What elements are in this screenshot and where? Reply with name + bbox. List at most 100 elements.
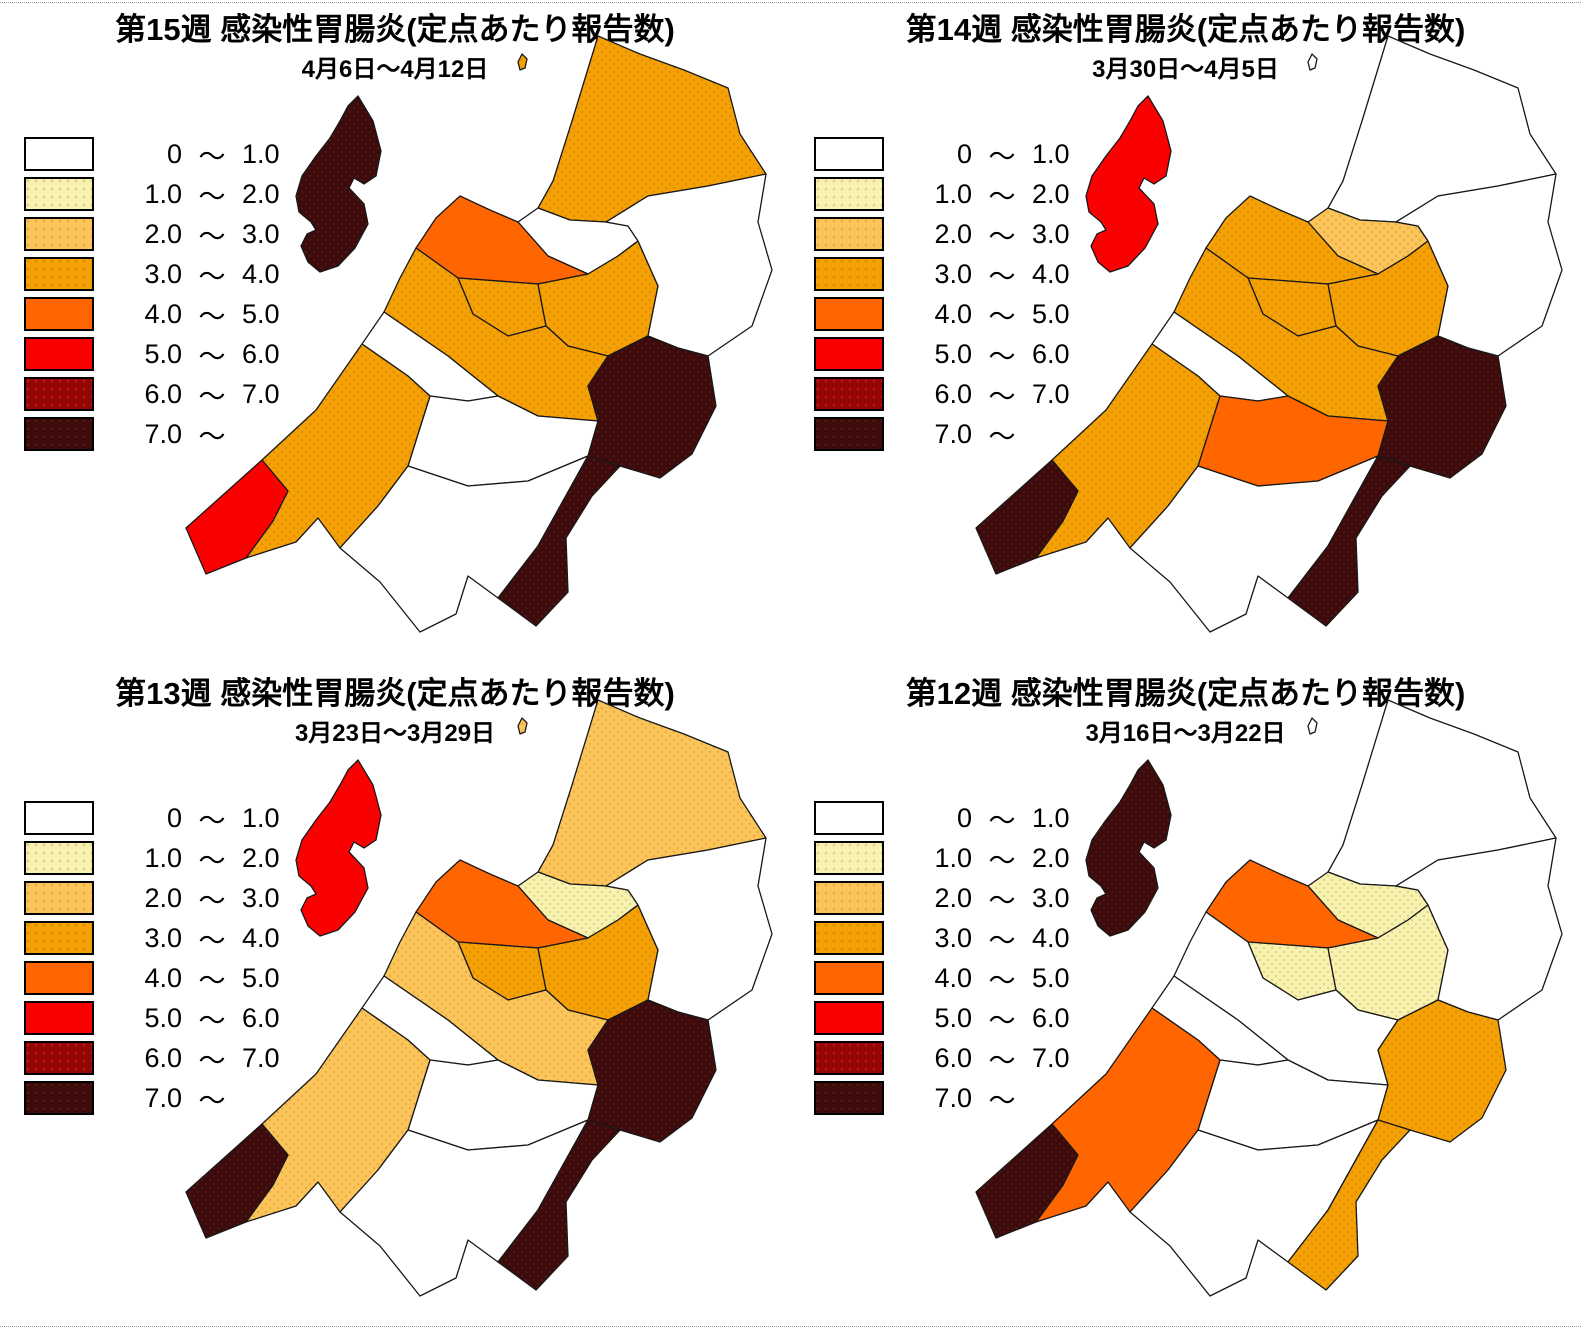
weekly-map-panel-4: 第12週 感染性胃腸炎(定点あたり報告数) 3月16日～3月22日 0 ～ 1.0 1… xyxy=(790,664,1581,1329)
legend-swatch xyxy=(24,801,94,835)
legend-row: 0 ～ 1.0 xyxy=(814,134,1112,174)
legend-tilde: ～ xyxy=(198,301,226,332)
choropleth-map xyxy=(168,26,783,641)
legend-range-min: 3.0 xyxy=(934,258,972,289)
legend-tilde: ～ xyxy=(198,141,226,172)
legend-tilde: ～ xyxy=(988,925,1016,956)
legend-tilde: ～ xyxy=(198,1045,226,1076)
legend-range-min: 5.0 xyxy=(934,1002,972,1033)
legend-row: 3.0 ～ 4.0 xyxy=(814,918,1112,958)
legend-tilde: ～ xyxy=(198,181,226,212)
legend-tilde: ～ xyxy=(988,845,1016,876)
legend-tilde: ～ xyxy=(988,301,1016,332)
region-tokamachi-south xyxy=(339,1119,589,1297)
region-sado-island xyxy=(1085,95,1172,273)
legend-swatch xyxy=(24,297,94,331)
legend-range-min: 6.0 xyxy=(144,378,182,409)
legend-row: 7.0 ～ xyxy=(814,414,1112,454)
region-minami-uonuma-tail xyxy=(497,455,621,627)
niigata-district-map xyxy=(975,35,1563,633)
legend-range-min: 4.0 xyxy=(144,298,182,329)
legend-range-min: 6.0 xyxy=(934,378,972,409)
region-minami-uonuma-tail xyxy=(1287,455,1411,627)
legend-tilde: ～ xyxy=(198,221,226,252)
legend-row: 6.0 ～ 7.0 xyxy=(814,1038,1112,1078)
region-sado-island xyxy=(1085,759,1172,937)
legend-range-max: 2.0 xyxy=(1032,842,1070,873)
date-range: 3月23日～3月29日 xyxy=(294,720,496,747)
choropleth-map xyxy=(958,690,1573,1305)
legend-range-max: 4.0 xyxy=(1032,258,1070,289)
date-range: 3月30日～4月5日 xyxy=(1092,56,1279,83)
legend-row: 6.0 ～ 7.0 xyxy=(24,1038,322,1078)
legend-tilde: ～ xyxy=(198,805,226,836)
legend-row: 5.0 ～ 6.0 xyxy=(24,334,322,374)
legend-range-max: 5.0 xyxy=(242,962,280,993)
legend-range-max: 4.0 xyxy=(1032,922,1070,953)
legend-row: 2.0 ～ 3.0 xyxy=(814,878,1112,918)
legend-range-max: 5.0 xyxy=(1032,962,1070,993)
region-awashima-island xyxy=(517,53,528,71)
legend-swatch xyxy=(814,297,884,331)
region-minami-uonuma-tail xyxy=(1287,1119,1411,1291)
weekly-map-panel-1: 第15週 感染性胃腸炎(定点あたり報告数) 4月6日～4月12日 0 ～ 1.0 1.… xyxy=(0,0,790,664)
legend-row: 3.0 ～ 4.0 xyxy=(24,918,322,958)
week-title: 第13週 感染性胃腸炎(定点あたり報告数) xyxy=(115,676,675,711)
page-border-top xyxy=(0,2,1581,3)
legend-swatch xyxy=(814,841,884,875)
legend-row: 1.0 ～ 2.0 xyxy=(814,838,1112,878)
legend-row: 5.0 ～ 6.0 xyxy=(814,334,1112,374)
legend-swatch xyxy=(814,1081,884,1115)
legend-range-max: 7.0 xyxy=(1032,1042,1070,1073)
legend-tilde: ～ xyxy=(198,381,226,412)
region-tokamachi-south xyxy=(339,455,589,633)
legend-range-min: 1.0 xyxy=(934,842,972,873)
legend-swatch xyxy=(814,377,884,411)
legend-range-min: 0 xyxy=(956,802,972,833)
legend-row: 5.0 ～ 6.0 xyxy=(24,998,322,1038)
legend-swatch xyxy=(814,177,884,211)
legend-tilde: ～ xyxy=(988,181,1016,212)
region-sado-island xyxy=(295,95,382,273)
legend-tilde: ～ xyxy=(988,341,1016,372)
region-itoigawa-southwest xyxy=(185,1123,289,1239)
legend-swatch xyxy=(24,137,94,171)
legend-range-max: 1.0 xyxy=(1032,802,1070,833)
legend-swatch xyxy=(24,217,94,251)
legend-swatch xyxy=(814,137,884,171)
legend-range-max: 6.0 xyxy=(242,1002,280,1033)
choropleth-map xyxy=(168,690,783,1305)
legend-row: 0 ～ 1.0 xyxy=(814,798,1112,838)
legend-row: 4.0 ～ 5.0 xyxy=(24,294,322,334)
legend: 0 ～ 1.0 1.0 ～ 2.0 2.0 ～ 3.0 3.0 ～ 4.0 4.0 ～ 5.0 5.0 ～ 6.0… xyxy=(814,798,1112,1118)
legend-swatch xyxy=(814,337,884,371)
region-sado-island xyxy=(295,759,382,937)
legend-range-max: 5.0 xyxy=(242,298,280,329)
niigata-district-map xyxy=(975,699,1563,1297)
region-itoigawa-southwest xyxy=(185,459,289,575)
legend-row: 7.0 ～ xyxy=(814,1078,1112,1118)
legend-row: 5.0 ～ 6.0 xyxy=(814,998,1112,1038)
legend-tilde: ～ xyxy=(198,925,226,956)
legend-tilde: ～ xyxy=(988,1005,1016,1036)
legend-swatch xyxy=(814,217,884,251)
legend-row: 7.0 ～ xyxy=(24,1078,322,1118)
legend-row: 3.0 ～ 4.0 xyxy=(814,254,1112,294)
legend-range-min: 7.0 xyxy=(144,1082,182,1113)
legend-tilde: ～ xyxy=(198,341,226,372)
legend-range-min: 6.0 xyxy=(144,1042,182,1073)
legend-range-min: 1.0 xyxy=(144,178,182,209)
legend-tilde: ～ xyxy=(198,421,226,452)
region-uonuma xyxy=(1377,999,1507,1143)
legend-swatch xyxy=(814,961,884,995)
legend-range-min: 1.0 xyxy=(144,842,182,873)
legend-swatch xyxy=(814,881,884,915)
legend-range-min: 2.0 xyxy=(144,218,182,249)
legend-range-min: 5.0 xyxy=(144,1002,182,1033)
legend-range-max: 6.0 xyxy=(242,338,280,369)
legend: 0 ～ 1.0 1.0 ～ 2.0 2.0 ～ 3.0 3.0 ～ 4.0 4.0 ～ 5.0 5.0 ～ 6.0… xyxy=(814,134,1112,454)
legend-range-min: 0 xyxy=(166,138,182,169)
region-tokamachi-south xyxy=(1129,455,1379,633)
legend-row: 6.0 ～ 7.0 xyxy=(814,374,1112,414)
region-itoigawa-southwest xyxy=(975,1123,1079,1239)
